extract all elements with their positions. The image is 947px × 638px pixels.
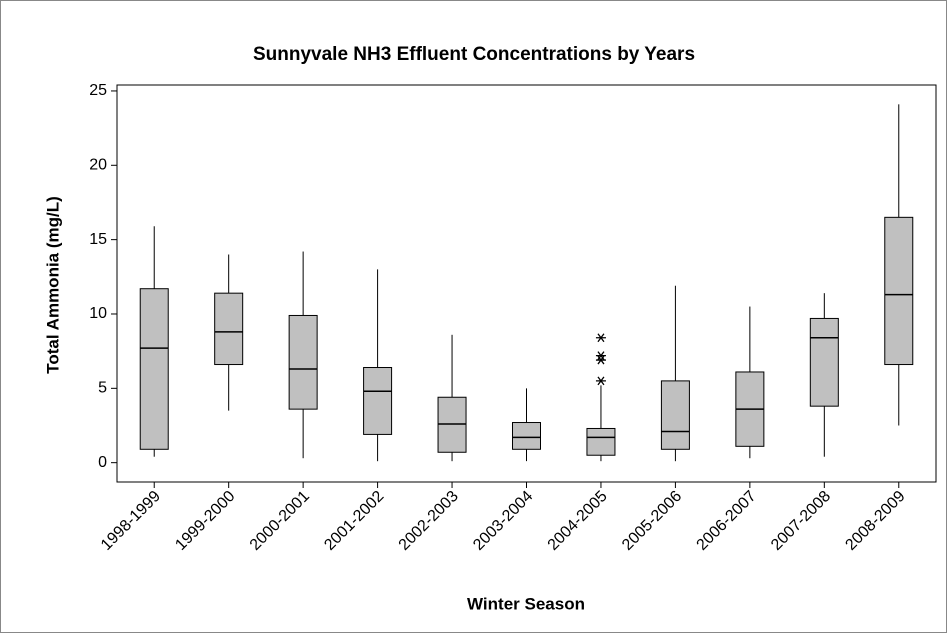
box	[363, 367, 393, 435]
y-tick-label: 0	[98, 454, 107, 471]
outlier	[595, 333, 606, 343]
y-axis-title: Total Ammonia (mg/L)	[43, 196, 62, 374]
x-axis-title: Winter Season	[467, 594, 585, 613]
box	[586, 427, 616, 456]
box	[288, 314, 318, 410]
box	[512, 422, 541, 450]
y-tick-label: 10	[89, 305, 107, 322]
y-tick-label: 15	[89, 231, 107, 248]
y-tick-label: 20	[89, 157, 107, 174]
box	[884, 216, 914, 366]
y-tick-label: 25	[89, 82, 107, 99]
box	[809, 317, 839, 407]
outlier	[595, 376, 606, 386]
box	[139, 288, 169, 450]
chart-title: Sunnyvale NH3 Effluent Concentrations by…	[253, 44, 695, 65]
outlier	[595, 355, 606, 365]
box	[214, 292, 244, 366]
box	[660, 380, 690, 450]
y-tick-label: 5	[98, 380, 107, 397]
